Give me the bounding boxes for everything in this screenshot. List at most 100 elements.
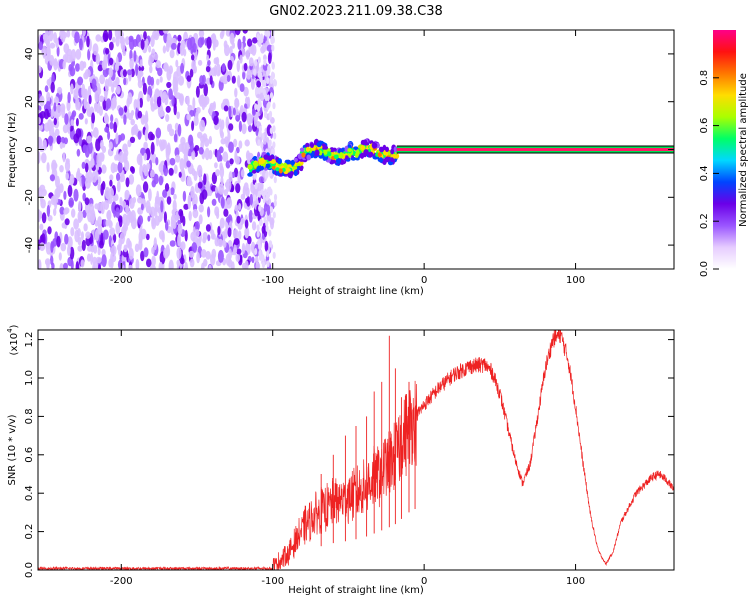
noise-blob: [198, 214, 203, 225]
noise-blob: [210, 229, 215, 240]
noise-blob: [105, 98, 112, 109]
noise-blob: [162, 45, 167, 54]
noise-blob: [53, 208, 57, 217]
noise-blob: [97, 64, 104, 72]
noise-blob: [214, 237, 220, 247]
trace-blob: [287, 164, 292, 169]
noise-blob: [135, 184, 142, 197]
noise-blob: [166, 81, 172, 89]
noise-blob: [155, 127, 162, 139]
noise-blob: [191, 54, 195, 61]
signal-trace: [247, 138, 400, 179]
noise-blob: [107, 196, 113, 204]
noise-blob: [261, 254, 265, 262]
noise-blob: [186, 179, 193, 187]
snr-ytick-label: 0.4: [24, 485, 35, 501]
noise-blob: [173, 133, 178, 143]
noise-blob: [272, 141, 276, 149]
trace-blob: [289, 171, 294, 176]
noise-blob: [264, 240, 269, 252]
noise-blob: [106, 209, 112, 222]
noise-blob: [222, 78, 228, 85]
noise-blob: [223, 208, 229, 217]
noise-blob: [159, 142, 164, 152]
noise-blob: [246, 196, 251, 207]
noise-blob: [140, 250, 145, 262]
noise-blob: [228, 141, 234, 153]
noise-blob: [243, 62, 248, 72]
noise-blob: [266, 69, 270, 77]
snr-frame: [37, 329, 675, 571]
noise-blob: [251, 108, 256, 116]
noise-blob: [254, 59, 258, 67]
noise-blob: [160, 110, 165, 117]
noise-blob: [51, 262, 55, 269]
noise-blob: [88, 94, 92, 105]
noise-blob: [262, 196, 266, 204]
noise-blob: [222, 240, 227, 248]
colorbar-label: Normalized spectral amplitude: [738, 73, 749, 227]
noise-blob: [173, 164, 178, 174]
noise-blob: [38, 41, 43, 51]
noise-blob: [257, 70, 261, 78]
noise-blob: [205, 224, 211, 232]
noise-blob: [83, 72, 89, 80]
noise-blob: [182, 190, 187, 202]
noise-blob: [171, 42, 177, 50]
noise-blob: [267, 30, 271, 38]
noise-blob: [156, 78, 160, 86]
noise-blob: [165, 43, 170, 53]
noise-blob: [238, 140, 243, 149]
noise-blob: [237, 75, 241, 88]
noise-blob: [50, 108, 54, 118]
noise-blob: [257, 87, 261, 95]
trace-blob: [339, 159, 345, 165]
noise-blob: [39, 184, 46, 192]
noise-blob: [115, 221, 121, 235]
noise-blob: [80, 231, 84, 241]
noise-blob: [219, 217, 225, 229]
snr-scale-exponent: 4: [6, 328, 14, 333]
noise-blob: [175, 154, 181, 163]
noise-blob: [58, 252, 62, 261]
noise-blob: [68, 197, 74, 208]
noise-blob: [268, 141, 272, 148]
noise-blob: [101, 164, 107, 174]
noise-blob: [211, 172, 217, 185]
noise-blob: [228, 248, 233, 260]
noise-blob: [122, 50, 127, 57]
noise-blob: [171, 209, 176, 216]
noise-blob: [234, 97, 239, 110]
noise-blob: [228, 105, 232, 118]
noise-blob: [254, 103, 258, 111]
noise-blob: [168, 88, 173, 100]
noise-blob: [90, 245, 95, 253]
noise-blob: [129, 136, 136, 143]
noise-blob: [256, 182, 262, 192]
noise-blob: [53, 58, 58, 71]
noise-blob: [234, 204, 239, 212]
noise-blob: [223, 105, 229, 112]
noise-blob: [110, 252, 114, 264]
noise-blob: [254, 87, 259, 95]
noise-blob: [158, 175, 164, 186]
noise-blob: [156, 190, 160, 204]
noise-blob: [70, 119, 75, 126]
noise-blob: [177, 34, 182, 42]
colorbar-tick-label: 0.4: [699, 165, 710, 181]
noise-blob: [190, 185, 195, 199]
noise-blob: [123, 77, 127, 86]
noise-blob: [95, 163, 100, 171]
noise-blob: [203, 96, 208, 108]
noise-blob: [131, 166, 135, 174]
noise-blob: [224, 228, 228, 239]
snr-xtick-label: -200: [110, 576, 133, 587]
noise-blob: [70, 227, 75, 237]
noise-blob: [257, 98, 261, 106]
trace-blob: [248, 171, 253, 176]
noise-blob: [53, 117, 57, 126]
noise-blob: [169, 49, 175, 59]
noise-blob: [97, 183, 101, 191]
